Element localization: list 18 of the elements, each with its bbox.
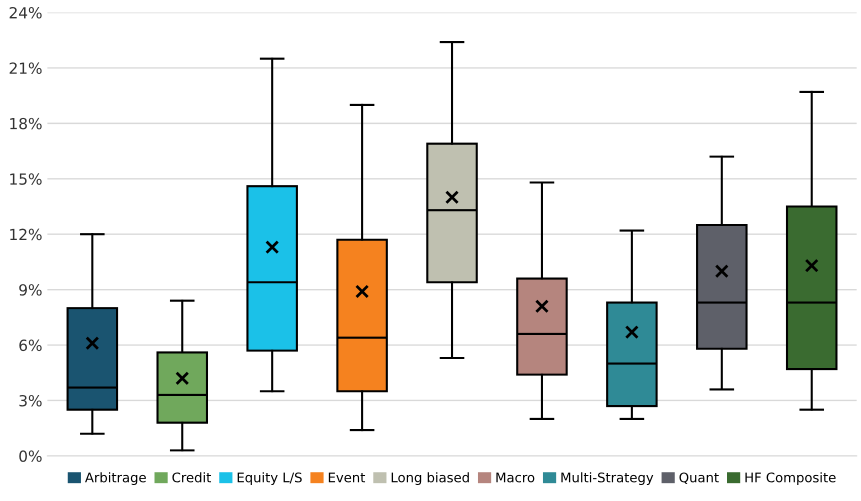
y-tick-label: 6% xyxy=(19,340,42,352)
y-tick-label: 0% xyxy=(19,450,42,462)
legend-label: Credit xyxy=(172,472,212,482)
legend-label: Long biased xyxy=(392,472,469,485)
legend-label: Equity L/S xyxy=(238,472,302,485)
y-tick-label: 15% xyxy=(10,173,42,185)
legend-label: Arbitrage xyxy=(85,472,146,485)
y-tick-label: 9% xyxy=(19,284,42,296)
legend-label: Quant xyxy=(679,472,719,484)
y-tick-label: 12% xyxy=(10,228,42,240)
legend-label: Event xyxy=(328,472,366,482)
legend-label: Macro xyxy=(496,472,534,482)
y-tick-label: 3% xyxy=(19,394,42,407)
y-tick-label: 18% xyxy=(10,118,42,130)
y-tick-label: 24% xyxy=(10,6,42,19)
legend-label: Multi-Strategy xyxy=(561,472,654,485)
y-tick-label: 21% xyxy=(10,62,42,74)
legend-label: HF Composite xyxy=(745,472,836,485)
